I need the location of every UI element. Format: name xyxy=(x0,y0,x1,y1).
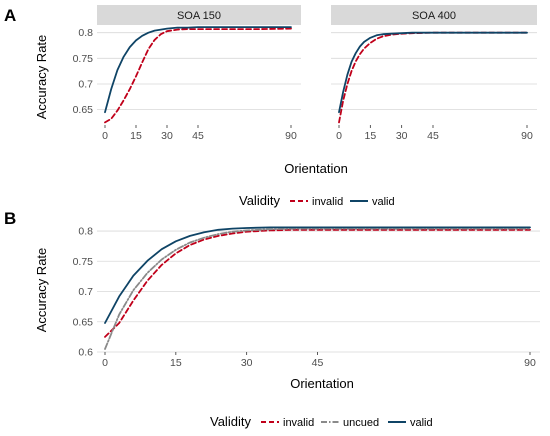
x-tick-label-soa150-4: 90 xyxy=(285,130,297,142)
x-tick-label-soa150-0: 0 xyxy=(102,130,108,142)
series-line-soa150-invalid xyxy=(104,27,292,124)
series-line-soa150-valid xyxy=(104,26,292,114)
panel-b-legend-label-invalid: invalid xyxy=(283,417,314,429)
y-tick-label-soa150-0: 0.65 xyxy=(73,104,94,116)
plot-panel-soa400: 0 15 30 45 90 xyxy=(331,25,537,142)
panel-b-legend-label-valid: valid xyxy=(410,417,433,429)
panel-a-x-axis-title: Orientation xyxy=(284,161,348,176)
panel-a-y-axis-title: Accuracy Rate xyxy=(34,35,49,120)
x-tick-label-b-3: 45 xyxy=(312,357,324,369)
series-line-b-invalid xyxy=(104,228,531,338)
series-line-soa400-valid xyxy=(338,31,528,114)
panel-a-legend-title: Validity xyxy=(239,193,280,208)
facet-strip-soa400 xyxy=(331,5,537,25)
x-tick-label-soa400-3: 45 xyxy=(427,130,439,142)
x-tick-label-b-1: 15 xyxy=(170,357,182,369)
plot-panel-soa150: 0.65 0.7 0.75 0.8 0 15 30 45 90 xyxy=(73,25,301,142)
plot-panel-b: 0.6 0.65 0.7 0.75 0.8 0 15 30 45 90 xyxy=(73,225,540,369)
panel-b-tag: B xyxy=(4,209,16,228)
x-tick-label-soa400-0: 0 xyxy=(336,130,342,142)
panel-b-y-axis-title: Accuracy Rate xyxy=(34,248,49,333)
y-tick-label-b-3: 0.75 xyxy=(73,256,94,268)
y-tick-label-b-4: 0.8 xyxy=(78,226,93,238)
facet-strip-soa150 xyxy=(97,5,301,25)
x-tick-label-soa400-4: 90 xyxy=(521,130,533,142)
x-tick-label-soa150-1: 15 xyxy=(130,130,142,142)
facet-label-soa400: SOA 400 xyxy=(412,10,456,22)
y-tick-label-b-2: 0.7 xyxy=(78,286,93,298)
series-line-b-uncued xyxy=(104,227,531,350)
y-tick-label-b-0: 0.6 xyxy=(78,347,93,359)
panel-b-x-axis-title: Orientation xyxy=(290,376,354,391)
y-tick-label-soa150-3: 0.8 xyxy=(78,27,93,39)
y-tick-label-soa150-1: 0.7 xyxy=(78,78,93,90)
x-tick-label-b-0: 0 xyxy=(102,357,108,369)
series-line-b-valid xyxy=(104,226,531,324)
x-tick-label-soa400-2: 30 xyxy=(396,130,408,142)
x-tick-label-b-2: 30 xyxy=(241,357,253,369)
x-tick-label-b-4: 90 xyxy=(524,357,536,369)
y-tick-label-b-1: 0.65 xyxy=(73,316,94,328)
y-tick-label-soa150-2: 0.75 xyxy=(73,53,94,65)
panel-a-legend-label-valid: valid xyxy=(372,196,395,208)
panel-a-legend-label-invalid: invalid xyxy=(312,196,343,208)
x-tick-label-soa150-3: 45 xyxy=(192,130,204,142)
x-tick-label-soa400-1: 15 xyxy=(364,130,376,142)
plot-area-soa150 xyxy=(97,25,301,125)
x-tick-label-soa150-2: 30 xyxy=(161,130,173,142)
facet-label-soa150: SOA 150 xyxy=(177,10,221,22)
panel-b-legend-title: Validity xyxy=(210,414,251,429)
panel-b-legend-label-uncued: uncued xyxy=(343,417,379,429)
plot-area-b xyxy=(97,225,540,352)
panel-a-tag: A xyxy=(4,6,16,25)
